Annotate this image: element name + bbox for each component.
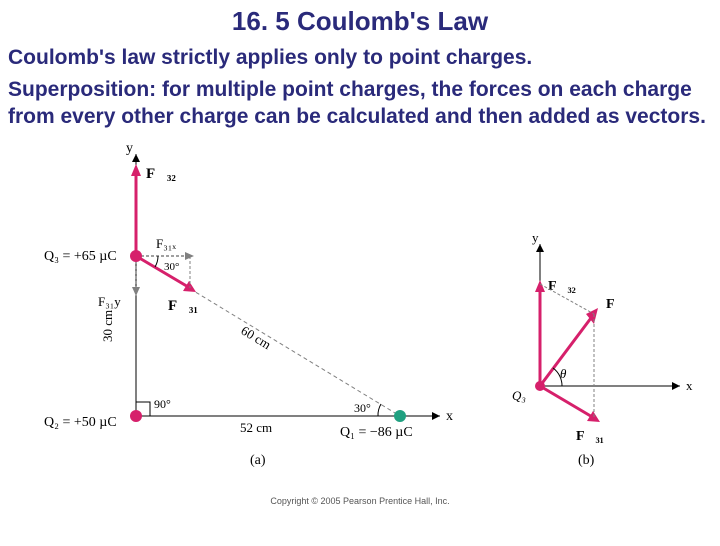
vector-F31-label: F⃗₃₁ bbox=[168, 298, 198, 314]
y-axis-label: y bbox=[126, 141, 133, 156]
y-axis-b-arrow bbox=[536, 244, 544, 252]
charge-q3-b-label: Q₃ bbox=[512, 388, 526, 403]
copyright-text: Copyright © 2005 Pearson Prentice Hall, … bbox=[0, 496, 720, 506]
vector-F32-head bbox=[131, 164, 141, 176]
charge-q1 bbox=[394, 410, 406, 422]
x-axis-label: x bbox=[446, 409, 453, 424]
coulomb-diagram: x y 90° 30° 30 cm 60 cm 52 cm F⃗₃₂ F⃗₃₁ … bbox=[0, 136, 720, 481]
vector-F32-b-label: F⃗₃₂ bbox=[548, 279, 576, 294]
charge-q3 bbox=[130, 250, 142, 262]
vector-F31y-label: F₃₁y bbox=[98, 294, 121, 309]
dist-52cm: 52 cm bbox=[240, 420, 272, 435]
vector-F31x-label: F₃₁ₓ bbox=[156, 236, 176, 251]
vector-F-b-label: F⃗ bbox=[606, 297, 625, 312]
vector-F32-b-head bbox=[535, 280, 545, 292]
figure-b: x y F⃗₃₂ F⃗₃₁ F⃗ θ Q₃ (b) bbox=[512, 230, 693, 468]
angle-30-q3-arc bbox=[155, 256, 158, 267]
figure-a: x y 90° 30° 30 cm 60 cm 52 cm F⃗₃₂ F⃗₃₁ … bbox=[44, 141, 453, 468]
dist-60cm: 60 cm bbox=[238, 322, 273, 351]
fig-b-label: (b) bbox=[578, 453, 595, 468]
angle-30-q1-label: 30° bbox=[354, 401, 371, 415]
theta-label: θ bbox=[560, 366, 567, 381]
x-axis-b-arrow bbox=[672, 382, 680, 390]
angle-90-label: 90° bbox=[154, 397, 171, 411]
page-title: 16. 5 Coulomb's Law bbox=[0, 6, 720, 37]
vector-F31 bbox=[136, 256, 190, 288]
charge-q1-label: Q₁ = −86 µC bbox=[340, 425, 413, 440]
paragraph-2: Superposition: for multiple point charge… bbox=[0, 77, 720, 130]
vector-F31-b bbox=[540, 386, 594, 418]
fig-a-label: (a) bbox=[250, 453, 266, 468]
vector-F31y-head bbox=[132, 287, 140, 296]
vector-F32-label: F⃗₃₂ bbox=[146, 166, 176, 182]
figure-container: x y 90° 30° 30 cm 60 cm 52 cm F⃗₃₂ F⃗₃₁ … bbox=[0, 136, 720, 496]
charge-q2 bbox=[130, 410, 142, 422]
paragraph-1: Coulomb's law strictly applies only to p… bbox=[0, 45, 720, 71]
vector-F-b bbox=[540, 314, 594, 386]
y-axis-arrow bbox=[132, 154, 140, 162]
charge-q3-b bbox=[535, 381, 545, 391]
vector-F31-b-label: F⃗₃₁ bbox=[576, 429, 604, 444]
angle-30-q3-label: 30° bbox=[164, 261, 179, 273]
charge-q3-label: Q₃ = +65 µC bbox=[44, 249, 117, 264]
dist-30cm: 30 cm bbox=[100, 310, 115, 342]
x-axis-b-label: x bbox=[686, 378, 693, 393]
x-axis-arrow bbox=[432, 412, 440, 420]
y-axis-b-label: y bbox=[532, 230, 539, 245]
charge-q2-label: Q₂ = +50 µC bbox=[44, 415, 117, 430]
angle-30-q1-arc bbox=[378, 404, 381, 416]
